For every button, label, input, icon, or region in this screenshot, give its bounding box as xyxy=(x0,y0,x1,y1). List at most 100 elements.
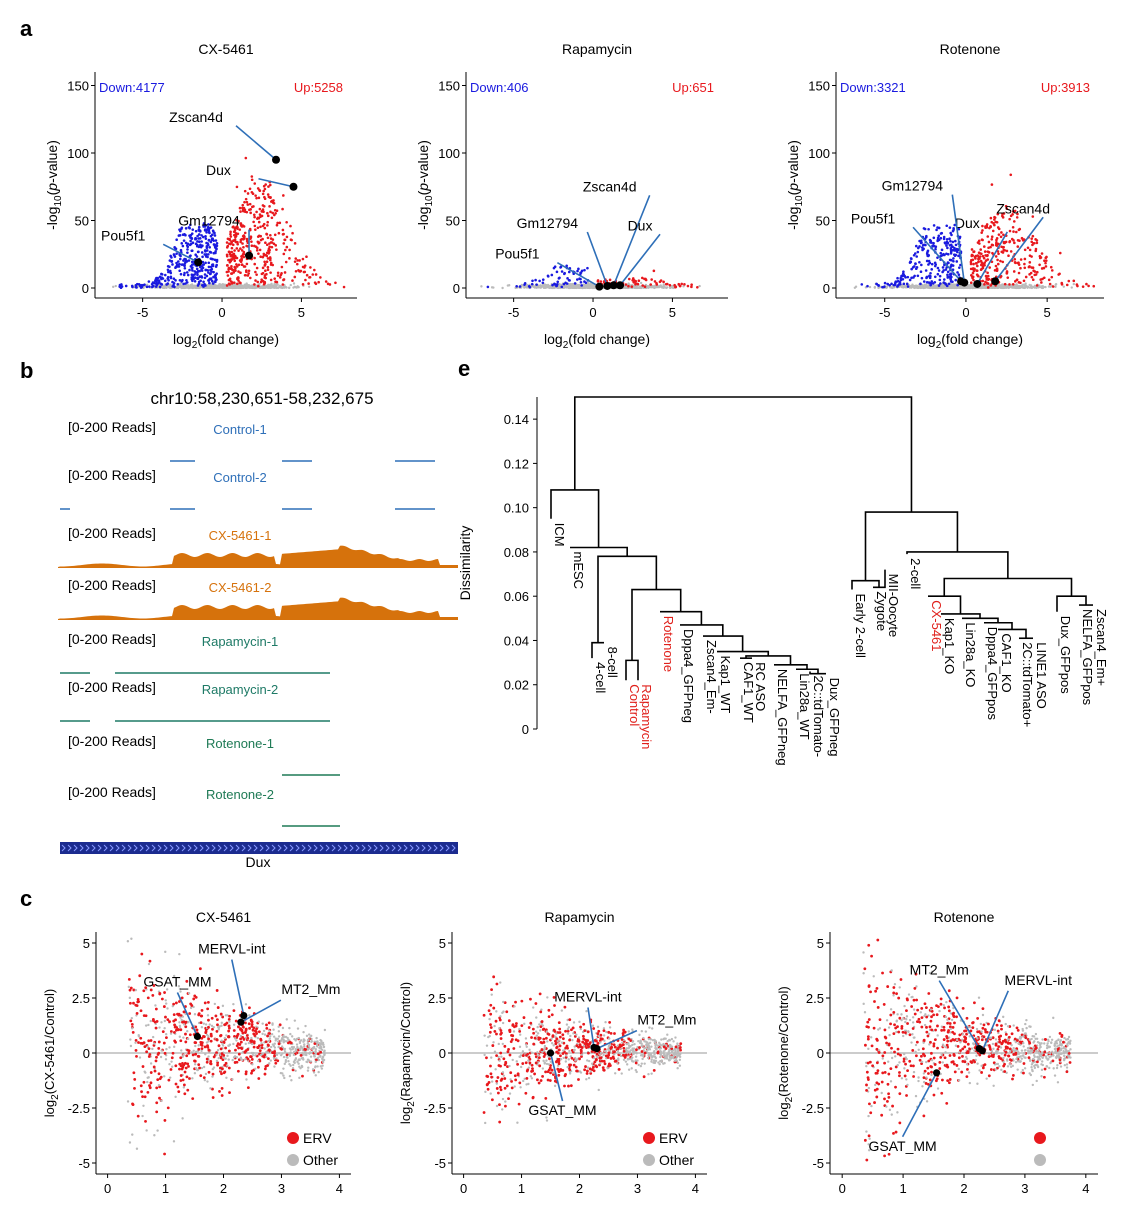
up-point xyxy=(264,269,267,273)
up-point xyxy=(274,211,277,215)
down-point xyxy=(198,230,202,233)
up-point xyxy=(261,271,265,275)
up-point xyxy=(1038,256,1042,260)
other-point xyxy=(159,1055,163,1059)
other-point xyxy=(272,1028,275,1031)
down-point xyxy=(209,265,213,269)
erv-point xyxy=(133,1077,137,1081)
down-point xyxy=(167,270,170,274)
ns-point xyxy=(1033,285,1036,289)
up-point xyxy=(1000,231,1003,234)
down-point xyxy=(902,282,906,286)
up-point xyxy=(247,269,251,273)
up-point xyxy=(253,256,256,260)
down-point xyxy=(166,277,170,280)
ns-point xyxy=(161,286,165,289)
down-point xyxy=(154,279,157,283)
up-point xyxy=(1065,283,1069,287)
up-point xyxy=(971,258,975,262)
down-point xyxy=(174,266,177,269)
coverage-segment xyxy=(282,825,340,827)
gene-label: Zscan4d xyxy=(169,109,223,125)
other-point xyxy=(275,1053,279,1057)
up-point xyxy=(1049,265,1053,269)
up-point xyxy=(252,220,255,224)
down-point xyxy=(211,237,214,240)
ns-point xyxy=(952,285,955,289)
down-point xyxy=(206,225,210,229)
down-point xyxy=(202,222,206,225)
down-point xyxy=(189,223,192,227)
up-point xyxy=(977,239,981,243)
down-point xyxy=(919,282,922,286)
up-point xyxy=(263,260,266,264)
down-point xyxy=(918,245,921,248)
other-point xyxy=(144,1024,148,1027)
down-point xyxy=(194,242,198,246)
up-point xyxy=(972,250,975,254)
up-point xyxy=(241,234,245,238)
down-point xyxy=(550,273,554,277)
up-point xyxy=(983,250,987,253)
down-point xyxy=(190,249,194,253)
down-point xyxy=(176,260,180,263)
down-point xyxy=(910,276,913,280)
up-point xyxy=(243,231,247,235)
ns-point xyxy=(253,285,256,289)
ns-point xyxy=(543,284,547,287)
up-point xyxy=(283,271,287,274)
erv-point xyxy=(207,1048,211,1052)
ns-point xyxy=(268,285,272,288)
up-point xyxy=(1039,278,1042,281)
down-point xyxy=(202,285,205,288)
down-point xyxy=(902,270,905,274)
down-point xyxy=(573,282,577,285)
other-point xyxy=(202,1065,206,1069)
up-point xyxy=(266,224,269,227)
x-label-main: log xyxy=(544,331,563,347)
y-label-sub: 10 xyxy=(794,195,805,207)
other-point xyxy=(314,1050,317,1053)
down-point xyxy=(171,263,174,266)
down-point xyxy=(209,251,213,254)
up-point xyxy=(971,267,975,270)
down-point xyxy=(942,278,946,281)
down-point xyxy=(919,239,923,243)
up-point xyxy=(227,270,230,273)
erv-point xyxy=(174,1001,178,1005)
other-point xyxy=(290,1035,294,1038)
track-name: Control-2 xyxy=(213,470,266,485)
gene-label: Zscan4d xyxy=(996,200,1050,216)
ns-point xyxy=(591,286,594,289)
up-point xyxy=(276,274,280,277)
erv-point xyxy=(158,1096,161,1100)
up-point xyxy=(986,258,990,261)
up-point xyxy=(283,238,287,242)
down-point xyxy=(163,279,167,283)
y-tick-label: 100 xyxy=(808,146,830,161)
other-point xyxy=(145,1129,148,1132)
up-point xyxy=(255,273,258,276)
ns-point xyxy=(924,286,927,289)
track-range: [0-200 Reads] xyxy=(68,467,156,483)
ns-point xyxy=(1062,285,1065,288)
ns-point xyxy=(1041,286,1045,290)
up-point xyxy=(999,259,1002,263)
down-point xyxy=(209,257,213,260)
x-label-tail: (fold change) xyxy=(568,331,650,347)
erv-point xyxy=(141,1065,145,1068)
up-point xyxy=(256,284,260,288)
down-point xyxy=(159,276,163,280)
erv-point xyxy=(153,1069,157,1073)
up-point xyxy=(226,274,230,277)
up-point xyxy=(280,265,284,269)
up-point xyxy=(624,283,628,286)
up-point xyxy=(242,265,246,268)
down-point xyxy=(206,243,210,247)
down-point xyxy=(945,252,948,256)
erv-point xyxy=(211,1096,215,1099)
up-point xyxy=(270,216,274,220)
down-point xyxy=(860,283,864,286)
y-tick-label: 50 xyxy=(816,214,830,229)
